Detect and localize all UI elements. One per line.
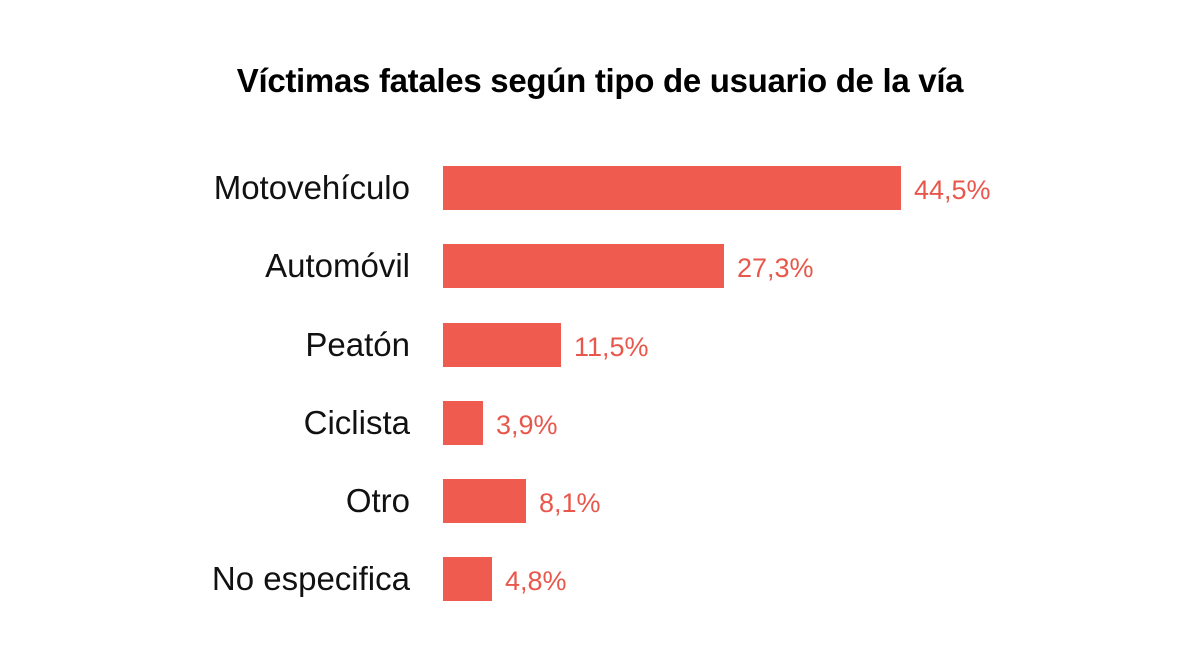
bar-row: No especifica 4,8% [0, 557, 1200, 601]
value-label: 11,5% [574, 332, 649, 362]
value-label: 27,3% [737, 253, 814, 283]
value-label: 8,1% [539, 488, 601, 518]
bar-row: Automóvil 27,3% [0, 244, 1200, 288]
category-label: Otro [345, 482, 410, 519]
category-label: Peatón [305, 326, 410, 363]
bar-row: Otro 8,1% [0, 479, 1200, 523]
category-label: Ciclista [303, 404, 410, 441]
category-label: No especifica [211, 560, 410, 597]
bar [443, 244, 724, 288]
category-label: Automóvil [265, 247, 410, 284]
bar-row: Peatón 11,5% [0, 323, 1200, 367]
bar [443, 479, 526, 523]
chart-title: Víctimas fatales según tipo de usuario d… [236, 62, 964, 99]
value-label: 3,9% [496, 410, 558, 440]
value-label: 44,5% [914, 175, 991, 205]
bar-row: Motovehículo 44,5% [0, 166, 1200, 210]
bar-row: Ciclista 3,9% [0, 401, 1200, 445]
category-label: Motovehículo [213, 169, 410, 206]
bar [443, 323, 561, 367]
bar [443, 557, 492, 601]
bar [443, 166, 901, 210]
value-label: 4,8% [505, 566, 567, 596]
bar [443, 401, 483, 445]
